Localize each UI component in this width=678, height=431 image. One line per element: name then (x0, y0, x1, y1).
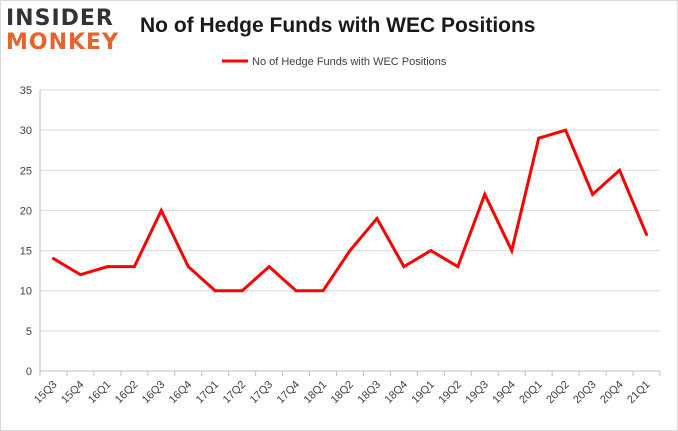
data-point (537, 136, 541, 140)
x-tick-label: 19Q1 (409, 379, 437, 407)
x-tick-label: 17Q4 (275, 379, 303, 407)
x-tick-label: 18Q2 (329, 379, 357, 407)
data-point (429, 249, 433, 253)
x-tick-label: 20Q2 (544, 379, 572, 407)
data-point (186, 265, 190, 269)
y-tick-label: 30 (20, 125, 32, 137)
y-tick-label: 15 (20, 246, 32, 258)
x-tick-label: 16Q2 (113, 379, 141, 407)
legend-label: No of Hedge Funds with WEC Positions (252, 56, 447, 68)
x-tick-label: 15Q3 (32, 379, 60, 407)
x-tick-label: 20Q1 (517, 379, 545, 407)
x-tick-labels: 15Q3 15Q4 16Q1 16Q2 16Q3 16Q4 17Q1 17Q2 17Q3 17Q4… (32, 379, 653, 407)
x-tick-label: 19Q4 (490, 379, 518, 407)
series-layer (51, 128, 649, 293)
data-point (267, 265, 271, 269)
data-point (510, 249, 514, 253)
x-tick-label: 19Q3 (463, 379, 491, 407)
insider-monkey-logo: INSIDER MONKEY (6, 6, 128, 55)
data-point (618, 168, 622, 172)
legend: No of Hedge Funds with WEC Positions (222, 56, 447, 68)
gridlines (40, 89, 660, 332)
x-tick-label: 20Q3 (571, 379, 599, 407)
x-tick-label: 15Q4 (59, 379, 87, 407)
y-tick-labels: 0 5 10 15 20 25 30 35 (20, 85, 32, 378)
data-point (321, 289, 325, 293)
data-point (78, 273, 82, 277)
x-tick-label: 17Q1 (194, 379, 222, 407)
data-point (375, 216, 379, 220)
x-tick-label: 20Q4 (598, 379, 626, 407)
data-point (159, 208, 163, 212)
x-tick-label: 16Q3 (140, 379, 168, 407)
x-tick-label: 17Q3 (248, 379, 276, 407)
y-tick-label: 0 (26, 366, 32, 378)
x-tick-label: 19Q2 (436, 379, 464, 407)
data-point (483, 192, 487, 196)
data-point (132, 265, 136, 269)
data-point (294, 289, 298, 293)
x-tick-label: 17Q2 (221, 379, 249, 407)
data-point (51, 257, 55, 261)
data-point (105, 265, 109, 269)
x-tick-label: 18Q3 (356, 379, 384, 407)
chart-title: No of Hedge Funds with WEC Positions (140, 14, 536, 37)
data-point (645, 233, 649, 237)
x-tick-label: 18Q1 (302, 379, 330, 407)
x-tick-label: 18Q4 (383, 379, 411, 407)
logo-line-1: INSIDER (6, 6, 114, 31)
logo-line-2: MONKEY (6, 30, 120, 55)
x-tick-label: 16Q1 (86, 379, 114, 407)
y-tick-label: 35 (20, 85, 32, 97)
data-point (213, 289, 217, 293)
data-point (591, 192, 595, 196)
data-point (240, 289, 244, 293)
y-tick-label: 20 (20, 205, 32, 217)
axes (39, 90, 661, 376)
y-tick-label: 5 (26, 326, 32, 338)
y-tick-label: 25 (20, 165, 32, 177)
y-tick-label: 10 (20, 286, 32, 298)
data-point (402, 265, 406, 269)
data-point (348, 249, 352, 253)
x-tick-label: 16Q4 (167, 379, 195, 407)
data-point (564, 128, 568, 132)
x-tick-label: 21Q1 (625, 379, 653, 407)
data-point (456, 265, 460, 269)
